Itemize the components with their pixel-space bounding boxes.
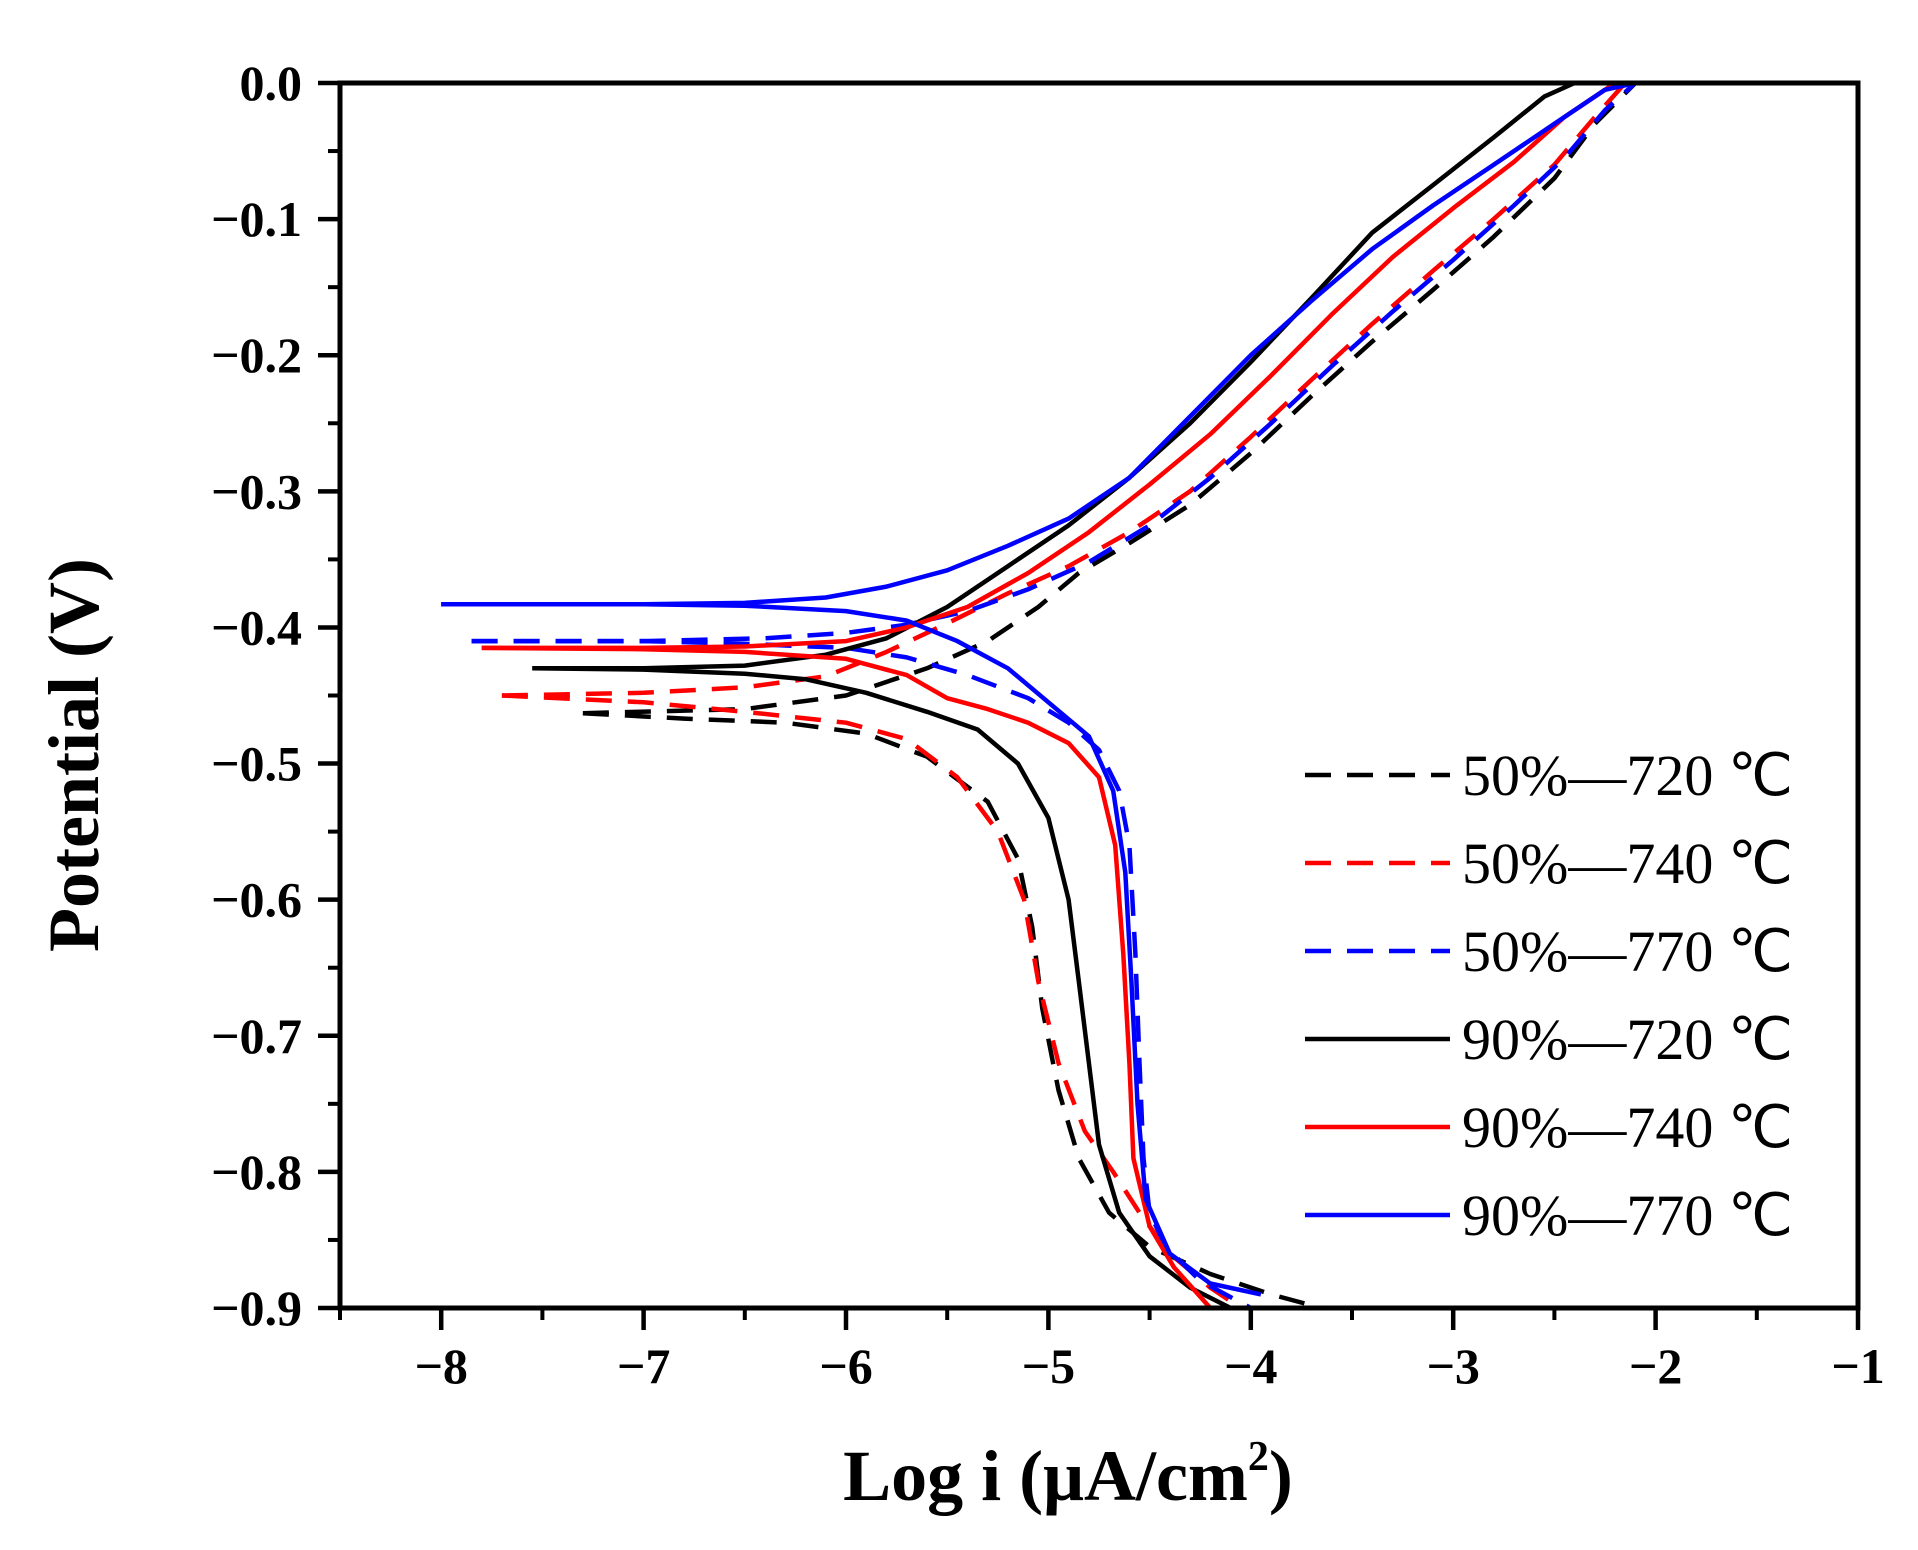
x-axis-title-suffix: ) [1269,1436,1293,1516]
x-tick-label: −3 [1426,1338,1480,1394]
series-group [532,80,1576,1311]
x-tick-label: −4 [1224,1338,1278,1394]
y-tick-label: −0.8 [211,1144,302,1200]
y-tick-label: −0.9 [211,1280,302,1336]
x-tick-label: −5 [1022,1338,1076,1394]
y-axis-title: Potential (V) [34,558,114,952]
legend-label: 90%—740 ℃ [1462,1095,1793,1160]
series-line [471,638,1252,1310]
y-tick-label: −0.7 [211,1008,302,1064]
series-group [471,81,1637,1310]
series-line [532,80,1576,671]
x-axis-title: Log i (μA/cm2) [843,1434,1293,1516]
series-layer [441,80,1637,1311]
y-tick-label: −0.2 [211,327,302,383]
y-tick-label: −0.5 [211,736,302,792]
legend-label: 90%—720 ℃ [1462,1007,1793,1072]
plot-frame [337,80,1861,1311]
y-tick-label: 0.0 [240,55,303,111]
series-line [501,81,1627,698]
series-group [481,81,1617,1310]
x-tick-label: −1 [1831,1338,1885,1394]
x-tick-label: −8 [414,1338,468,1394]
series-group [441,80,1636,1297]
series-line [481,645,1212,1310]
legend-label: 50%—720 ℃ [1462,743,1793,808]
legend-label: 90%—770 ℃ [1462,1183,1793,1248]
x-axis-ticks: −8 −7 −6 −5 −4 −3 −2 −1 [338,1308,1885,1394]
y-tick-label: −0.1 [211,191,302,247]
x-tick-label: −2 [1629,1338,1683,1394]
x-axis-title-main: Log i (μA/cm [843,1436,1248,1516]
series-line [471,81,1637,644]
y-tick-label: −0.4 [211,599,302,655]
series-line [501,693,1242,1310]
y-tick-label: −0.6 [211,872,302,928]
series-line [481,81,1617,651]
legend: 50%—720 ℃ 50%—740 ℃ 50%—770 ℃ 90%—720 ℃ 90%—… [1305,743,1793,1248]
series-line [582,81,1637,716]
y-tick-label: −0.3 [211,463,302,519]
legend-label: 50%—770 ℃ [1462,919,1793,984]
x-tick-label: −7 [617,1338,671,1394]
series-line [441,80,1636,607]
series-line [532,666,1232,1311]
legend-label: 50%—740 ℃ [1462,831,1793,896]
x-axis-title-superscript: 2 [1248,1434,1269,1480]
x-tick-label: −6 [819,1338,873,1394]
series-line [582,710,1323,1311]
series-line [441,602,1262,1297]
y-axis-ticks: 0.0 −0.1 −0.2 −0.3 −0.4 −0.5 −0.6 −0.7 −0.8 −0.9 [211,55,340,1336]
